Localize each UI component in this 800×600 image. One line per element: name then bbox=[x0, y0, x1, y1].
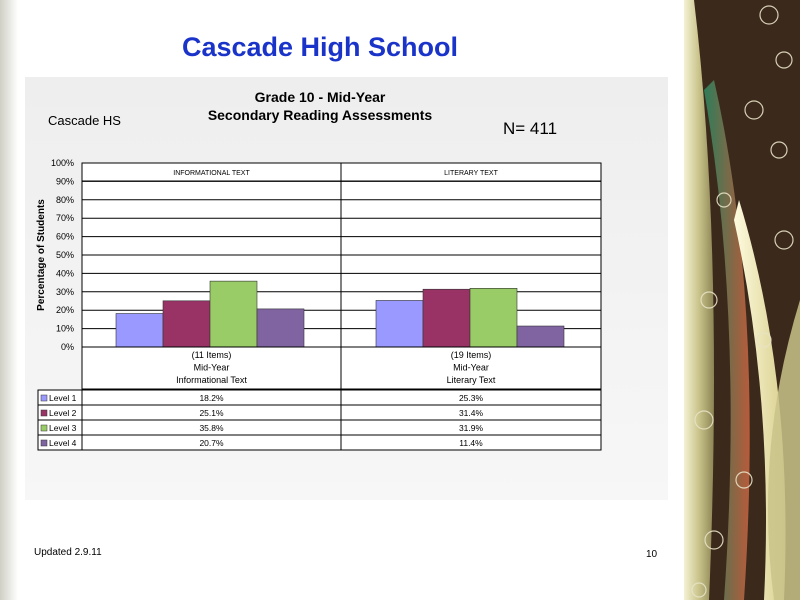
floral-pattern-image bbox=[684, 0, 800, 600]
data-value-label: 20.7% bbox=[199, 438, 224, 448]
y-tick-label: 60% bbox=[56, 232, 74, 242]
category-label: Informational Text bbox=[176, 375, 247, 385]
category-label: Mid-Year bbox=[194, 363, 230, 373]
bar-level-2 bbox=[422, 288, 471, 348]
y-tick-label: 20% bbox=[56, 305, 74, 315]
n-count-label: N= 411 bbox=[503, 119, 558, 138]
bar-level-4 bbox=[516, 325, 565, 348]
data-value-label: 31.9% bbox=[459, 423, 484, 433]
data-value-label: 25.3% bbox=[459, 393, 484, 403]
y-tick-label: 90% bbox=[56, 176, 74, 186]
y-tick-label: 100% bbox=[51, 158, 74, 168]
category-label: (11 Items) bbox=[192, 350, 232, 360]
school-label: Cascade HS bbox=[48, 113, 121, 128]
legend-swatch bbox=[40, 439, 48, 447]
bar-level-3 bbox=[469, 288, 518, 348]
category-label: Mid-Year bbox=[453, 363, 489, 373]
y-tick-label: 30% bbox=[56, 287, 74, 297]
legend-label: Level 4 bbox=[49, 438, 77, 448]
category-label: (19 Items) bbox=[451, 350, 492, 360]
category-label: Literary Text bbox=[447, 375, 496, 385]
data-value-label: 35.8% bbox=[199, 423, 224, 433]
updated-date: Updated 2.9.11 bbox=[34, 547, 102, 558]
chart-title: Grade 10 - Mid-Year Secondary Reading As… bbox=[160, 88, 480, 124]
panel-header-label: LITERARY TEXT bbox=[444, 170, 498, 177]
legend-label: Level 3 bbox=[49, 423, 77, 433]
decorative-side-panel bbox=[684, 0, 800, 600]
y-tick-label: 10% bbox=[56, 324, 74, 334]
bar-level-3 bbox=[209, 280, 258, 348]
y-tick-label: 50% bbox=[56, 250, 74, 260]
legend-label: Level 2 bbox=[49, 408, 77, 418]
bar-level-1 bbox=[375, 300, 424, 348]
slide-edge-shadow bbox=[0, 0, 18, 600]
y-tick-label: 80% bbox=[56, 195, 74, 205]
data-value-label: 18.2% bbox=[199, 393, 224, 403]
page-number: 10 bbox=[646, 549, 658, 560]
y-tick-label: 70% bbox=[56, 213, 74, 223]
data-value-label: 25.1% bbox=[199, 408, 224, 418]
y-axis-title: Percentage of Students bbox=[36, 199, 47, 311]
bar-level-2 bbox=[162, 300, 211, 348]
data-value-label: 11.4% bbox=[459, 438, 483, 448]
panel-header-label: INFORMATIONAL TEXT bbox=[173, 170, 250, 177]
y-tick-label: 40% bbox=[56, 268, 74, 278]
legend-label: Level 1 bbox=[49, 393, 77, 403]
bar-level-4 bbox=[256, 308, 305, 348]
legend-swatch bbox=[40, 409, 48, 417]
legend-swatch bbox=[40, 424, 48, 432]
legend-swatch bbox=[40, 394, 48, 402]
slide-title: Cascade High School bbox=[181, 32, 459, 62]
chart-title-line2: Secondary Reading Assessments bbox=[207, 107, 433, 123]
y-tick-label: 0% bbox=[61, 342, 74, 352]
bar-level-1 bbox=[115, 313, 164, 348]
chart-title-line1: Grade 10 - Mid-Year bbox=[254, 89, 386, 105]
data-value-label: 31.4% bbox=[459, 408, 484, 418]
